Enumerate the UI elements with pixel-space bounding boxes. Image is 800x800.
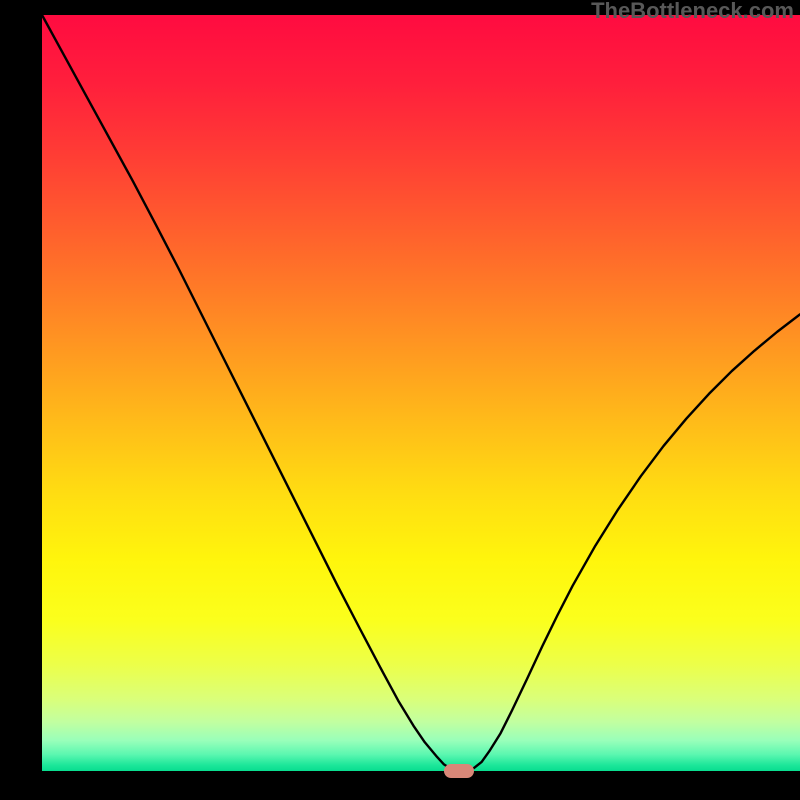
chart-svg [0, 0, 800, 800]
optimal-point-marker [444, 764, 474, 778]
bottleneck-curve [42, 15, 800, 771]
watermark-text: TheBottleneck.com [591, 0, 794, 24]
